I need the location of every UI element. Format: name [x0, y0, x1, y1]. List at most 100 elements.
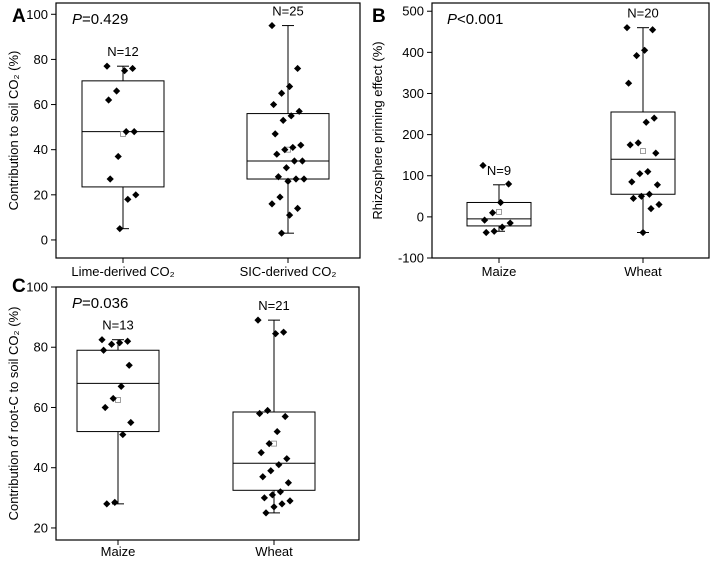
y-tick-label: 80 — [34, 52, 48, 67]
data-point — [655, 200, 663, 209]
data-point — [294, 204, 302, 212]
plot-frame — [55, 286, 360, 541]
p-value: =0.429 — [82, 11, 128, 28]
data-point — [300, 175, 308, 183]
y-tick-label: 100 — [26, 7, 48, 22]
data-point — [280, 328, 288, 336]
data-point — [103, 500, 111, 508]
data-point — [489, 209, 497, 217]
data-point — [490, 227, 498, 235]
box-group: N=9 — [466, 161, 532, 237]
y-tick-label: 200 — [402, 127, 424, 142]
data-point — [254, 316, 262, 324]
data-point — [653, 181, 661, 189]
data-point — [106, 175, 114, 183]
box-group: N=13 — [76, 318, 160, 508]
data-point — [117, 382, 125, 390]
data-point — [278, 89, 286, 97]
data-point — [286, 82, 294, 91]
data-point — [100, 346, 108, 354]
panel-b: B -100 0 100 200 300 400 500 Rhizosphere priming… — [370, 2, 710, 279]
data-point — [278, 500, 286, 508]
data-point — [116, 339, 124, 347]
data-point — [276, 193, 284, 201]
panel-letter: B — [372, 6, 386, 27]
data-point — [267, 467, 275, 475]
data-point — [275, 461, 283, 469]
data-point — [639, 228, 647, 237]
data-point — [284, 479, 292, 487]
box-group: N=20 — [610, 6, 676, 237]
p-symbol: P — [72, 295, 82, 312]
x-category-label: Maize — [482, 264, 517, 279]
y-tick-label: 400 — [402, 45, 424, 60]
data-point — [645, 190, 653, 198]
y-tick-label: 0 — [41, 232, 48, 247]
y-tick-label: 40 — [34, 460, 48, 475]
mean-marker — [640, 148, 646, 154]
sample-size-label: N=25 — [272, 4, 303, 19]
y-axis-title: Rhizosphere priming effect (%) — [370, 41, 385, 219]
data-point — [279, 116, 287, 124]
sample-size-label: N=12 — [107, 44, 138, 59]
data-point — [281, 146, 289, 154]
plot-frame — [431, 2, 710, 259]
data-point — [298, 157, 306, 165]
box-group: N=12 — [81, 44, 165, 233]
iqr-box — [232, 411, 316, 491]
sample-size-label: N=13 — [102, 318, 133, 333]
data-point — [481, 216, 489, 224]
y-tick-label: 60 — [34, 97, 48, 112]
data-point — [650, 114, 658, 122]
y-tick-label: 300 — [402, 86, 424, 101]
data-point — [497, 198, 505, 207]
data-point — [506, 219, 514, 227]
data-point — [130, 128, 138, 136]
data-point — [642, 118, 650, 126]
x-category-label: SIC-derived CO₂ — [240, 264, 337, 279]
y-tick-label: 40 — [34, 142, 48, 157]
data-point — [636, 170, 644, 178]
y-axis-title: Contribution of root-C to soil CO₂ (%) — [6, 307, 21, 521]
y-tick-label: 100 — [402, 168, 424, 183]
y-tick-label: 500 — [402, 4, 424, 19]
sample-size-label: N=21 — [258, 298, 289, 313]
data-point — [505, 180, 513, 188]
p-value: <0.001 — [457, 11, 503, 28]
data-point — [644, 168, 652, 176]
data-point — [264, 406, 272, 415]
y-tick-label: 60 — [34, 400, 48, 415]
data-point — [628, 178, 636, 186]
y-tick-label: 20 — [34, 187, 48, 202]
data-point — [116, 225, 124, 233]
data-point — [265, 440, 273, 448]
data-point — [262, 509, 270, 517]
data-point — [272, 330, 280, 338]
data-point — [270, 100, 278, 109]
data-point — [641, 46, 649, 54]
data-point — [271, 130, 279, 138]
iqr-box — [610, 111, 676, 195]
data-point — [637, 192, 645, 200]
data-point — [268, 21, 276, 30]
p-symbol: P — [72, 11, 82, 28]
data-point — [274, 173, 282, 181]
data-point — [623, 24, 631, 32]
data-point — [282, 164, 290, 172]
data-point — [268, 200, 276, 208]
plot-frame — [55, 2, 361, 259]
panel-c: C 20 40 60 80 100 Contribution of root-C to so… — [6, 276, 360, 559]
y-tick-label: 100 — [26, 280, 48, 295]
data-point — [273, 427, 281, 436]
data-point — [125, 361, 133, 369]
data-point — [114, 152, 122, 161]
x-category-label: Maize — [101, 544, 136, 559]
data-point — [287, 112, 295, 120]
data-point — [498, 223, 506, 231]
panel-a: A 0 20 40 60 80 100 Contribution to soil CO₂ (%… — [6, 2, 361, 279]
mean-marker — [115, 397, 121, 403]
data-point — [284, 177, 292, 185]
data-point — [132, 191, 140, 199]
data-point — [649, 26, 657, 34]
p-value: =0.036 — [82, 295, 128, 312]
